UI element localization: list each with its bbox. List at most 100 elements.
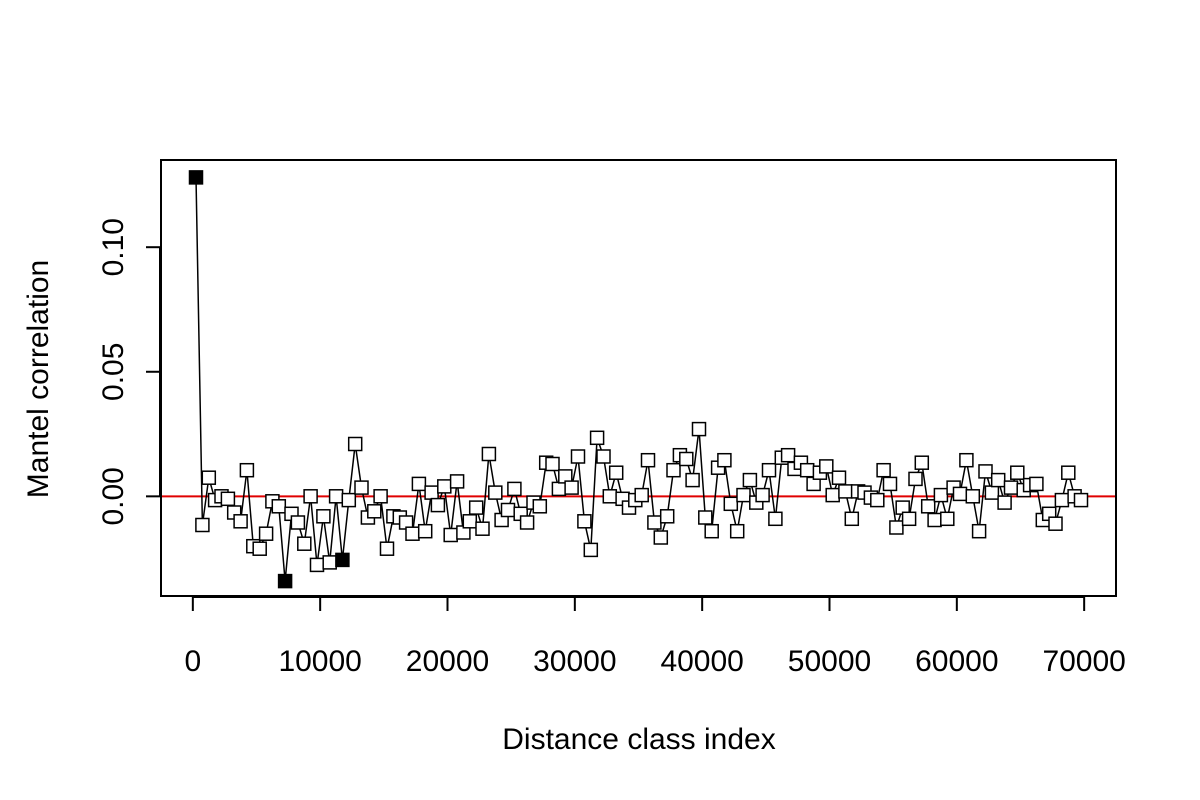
data-point-marker — [901, 511, 917, 527]
data-point-marker — [570, 449, 586, 464]
x-tick-label: 40000 — [660, 645, 743, 678]
data-point-marker — [959, 452, 974, 468]
data-point-marker — [252, 541, 267, 556]
x-tick-label: 70000 — [1042, 645, 1125, 678]
data-point-marker — [882, 476, 898, 492]
x-tick-label: 30000 — [533, 645, 616, 678]
data-point-marker — [729, 523, 745, 539]
x-tick-label: 0 — [184, 645, 201, 678]
data-point-marker — [347, 436, 363, 452]
data-point-marker — [519, 515, 535, 530]
data-point-marker — [328, 489, 344, 504]
data-point-marker — [1054, 492, 1070, 508]
data-point-marker — [545, 456, 560, 472]
data-point-marker — [640, 452, 656, 468]
data-point-marker — [717, 452, 732, 468]
data-point-marker — [723, 496, 739, 512]
data-point-marker — [468, 500, 484, 515]
data-point-marker — [551, 481, 567, 497]
data-point-marker — [379, 541, 395, 556]
data-point-marker — [971, 523, 987, 539]
data-point-marker — [927, 512, 942, 528]
data-point-marker — [290, 515, 306, 530]
data-point-marker — [742, 472, 758, 488]
data-point-marker — [761, 462, 777, 478]
x-tick-label: 50000 — [788, 645, 871, 678]
data-point-marker — [825, 487, 840, 503]
data-point-marker — [488, 485, 503, 500]
data-point-marker — [322, 555, 337, 570]
data-point-marker — [341, 492, 357, 508]
data-point-marker — [220, 491, 236, 507]
data-point-marker — [258, 526, 274, 541]
significant-point-marker — [335, 552, 350, 568]
data-point-marker — [354, 480, 369, 495]
x-tick-label: 10000 — [278, 645, 361, 678]
data-point-marker — [844, 511, 860, 527]
data-point-marker — [233, 514, 248, 529]
data-point-marker — [653, 530, 669, 545]
data-point-marker — [367, 504, 382, 519]
data-point-marker — [634, 487, 649, 503]
data-point-marker — [691, 421, 707, 437]
data-point-marker — [908, 471, 923, 487]
data-point-marker — [564, 480, 579, 495]
data-point-marker — [462, 514, 478, 529]
data-point-marker — [589, 430, 605, 446]
data-point-marker — [532, 499, 548, 514]
data-point-marker — [679, 451, 694, 467]
data-point-marker — [195, 517, 210, 533]
y-tick-label: 0.10 — [97, 218, 130, 276]
data-point-marker — [704, 523, 719, 539]
plot-frame — [160, 159, 1117, 597]
data-point-marker — [997, 495, 1012, 510]
data-point-marker — [685, 472, 700, 488]
data-point-marker — [659, 509, 675, 524]
data-point-marker — [1029, 476, 1044, 492]
data-point-marker — [417, 523, 433, 539]
data-point-marker — [500, 502, 516, 518]
data-point-marker — [914, 455, 930, 470]
data-point-marker — [666, 462, 681, 478]
data-point-marker — [799, 462, 815, 478]
data-point-marker — [596, 449, 611, 464]
data-point-marker — [271, 499, 287, 514]
data-point-marker — [507, 481, 522, 497]
data-point-marker — [819, 459, 834, 474]
data-point-marker — [755, 487, 770, 503]
x-tick-label: 20000 — [406, 645, 489, 678]
data-point-marker — [647, 515, 662, 530]
data-point-marker — [965, 489, 981, 504]
data-point-marker — [736, 487, 751, 503]
data-point-marker — [316, 509, 331, 524]
data-point-marker — [608, 465, 624, 480]
data-point-marker — [602, 489, 618, 504]
data-point-marker — [475, 521, 490, 536]
data-point-marker — [303, 489, 318, 504]
data-point-marker — [940, 511, 955, 527]
data-point-marker — [831, 470, 847, 485]
data-point-marker — [449, 474, 465, 489]
data-point-marker — [1061, 465, 1076, 480]
data-point-marker — [481, 446, 497, 462]
data-point-marker — [978, 464, 993, 479]
data-point-marker — [933, 487, 949, 503]
data-point-marker — [1010, 465, 1025, 480]
data-point-marker — [889, 520, 904, 535]
data-point-marker — [577, 514, 592, 529]
x-axis-title: Distance class index — [502, 723, 775, 756]
data-point-marker — [297, 536, 312, 551]
data-point-marker — [870, 492, 885, 508]
x-axis: 0 10000 20000 30000 40000 50000 60000 70000 — [184, 596, 1126, 678]
data-point-marker — [430, 497, 446, 513]
data-point-marker — [443, 527, 458, 543]
data-point-marker — [952, 486, 968, 502]
data-point-marker — [373, 489, 388, 504]
y-tick-label: 0.00 — [97, 467, 130, 525]
data-point-marker — [984, 485, 1000, 500]
data-point-marker — [1073, 492, 1089, 508]
data-point-marker — [838, 484, 853, 499]
data-point-marker — [583, 542, 599, 558]
